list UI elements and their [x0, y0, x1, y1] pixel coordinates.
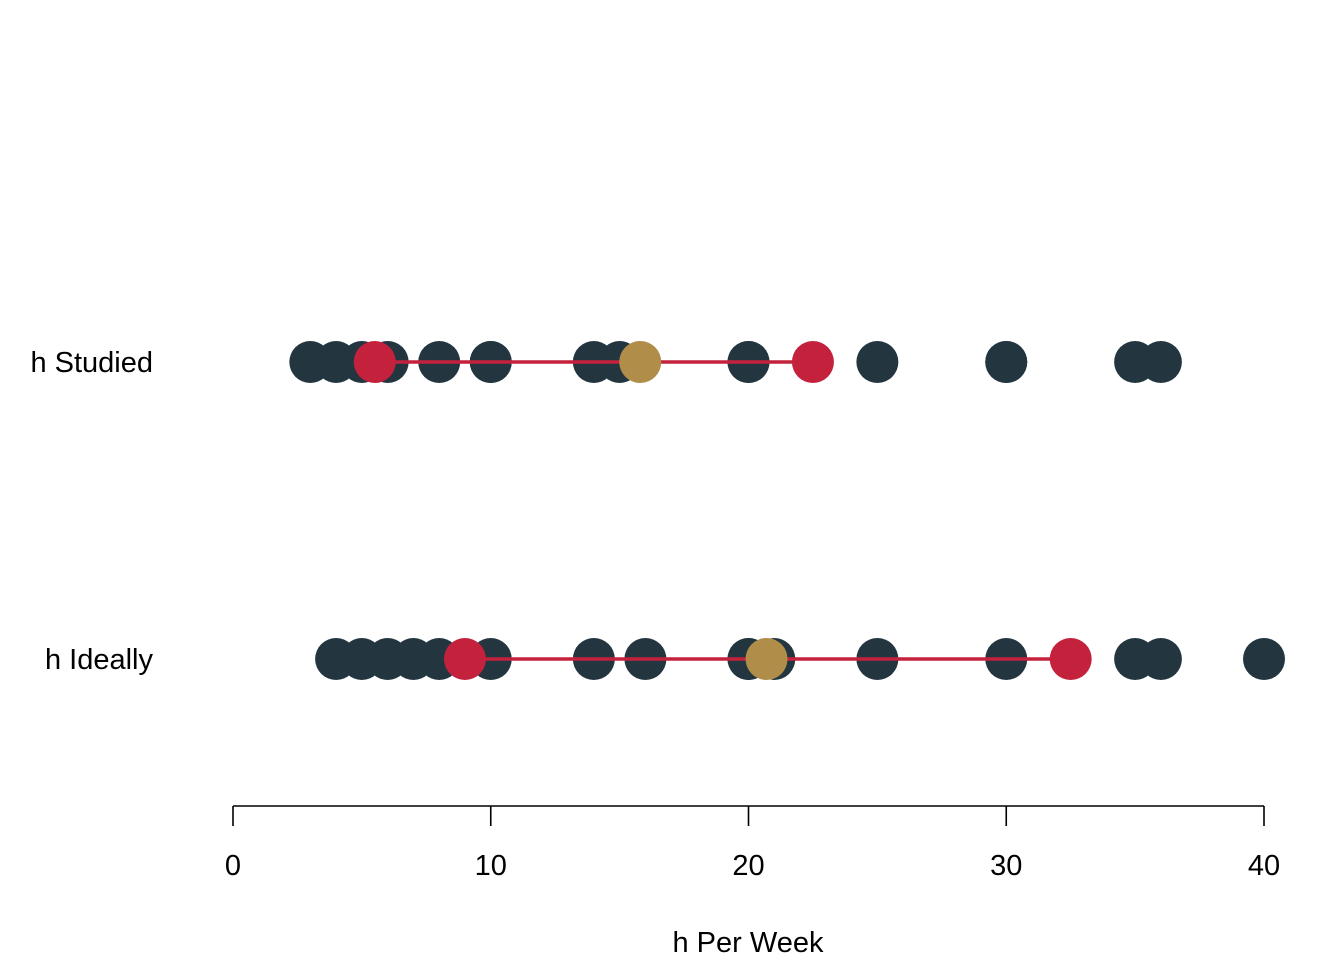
data-point [985, 341, 1028, 383]
x-tick-label: 0 [225, 850, 241, 882]
x-axis-title: h Per Week [673, 927, 824, 959]
row-1: h Ideally [45, 638, 1285, 680]
range-low-marker [443, 638, 486, 680]
mean-marker [745, 638, 788, 680]
data-point [1243, 638, 1285, 680]
row-label: h Studied [30, 347, 153, 379]
range-low-marker [353, 341, 396, 383]
x-tick-label: 30 [990, 850, 1022, 882]
data-point [856, 341, 899, 383]
row-0: h Studied [30, 341, 1182, 383]
row-label: h Ideally [45, 644, 154, 676]
data-point [1139, 341, 1182, 383]
range-high-marker [791, 341, 834, 383]
x-tick-label: 40 [1248, 850, 1280, 882]
x-tick-label: 20 [732, 850, 764, 882]
data-point [1139, 638, 1182, 680]
mean-marker [619, 341, 662, 383]
x-axis: 0 10 20 30 40 [225, 805, 1280, 882]
x-tick-label: 10 [475, 850, 507, 882]
range-high-marker [1049, 638, 1092, 680]
rows-layer: h Studied h Ideally [30, 341, 1285, 680]
